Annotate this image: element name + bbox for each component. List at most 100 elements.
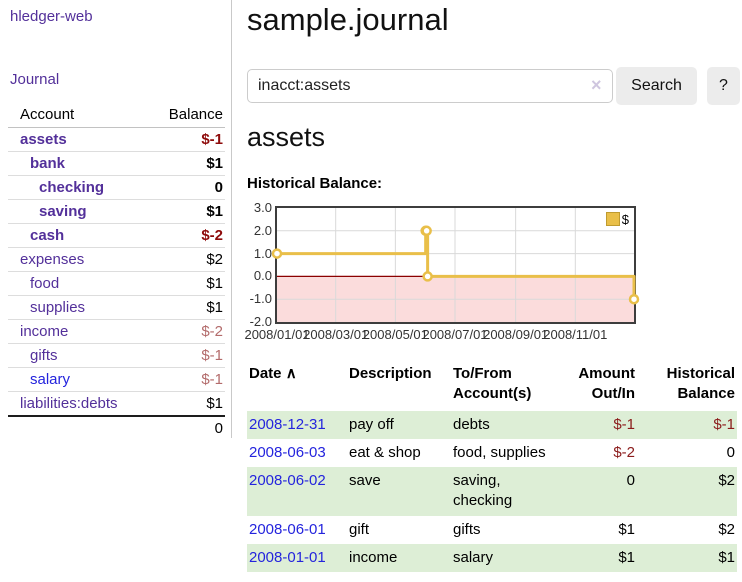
account-balance: $-2 [148,319,225,344]
transaction-date-link[interactable]: 2008-06-01 [249,520,326,538]
accounts-total-row: 0 [8,415,225,440]
transaction-accounts: gifts [453,520,481,538]
transaction-description: pay off [349,415,394,433]
account-row: expenses $2 [8,247,225,272]
sidebar-item-journal[interactable]: Journal [10,71,60,88]
transaction-balance: $1 [718,548,735,566]
legend-swatch [605,212,620,226]
account-balance: $1 [148,199,225,224]
transaction-date-link[interactable]: 2008-12-31 [249,415,326,433]
register-row: 2008-01-01 income salary $1 $1 [247,543,737,572]
account-balance: $-1 [148,367,225,392]
transaction-accounts: debts [453,415,490,433]
clear-search-icon[interactable]: × [591,75,602,95]
transaction-amount: 0 [626,472,635,489]
x-axis-tick-label: 2008/11/01 [543,327,608,342]
account-link-gifts[interactable]: gifts [30,347,58,364]
accounts-header-row: Account Balance [8,103,225,128]
account-row: checking 0 [8,175,225,200]
account-balance: $-2 [148,223,225,248]
register-row: 2008-06-02 save saving, checking 0 $2 [247,467,737,516]
account-balance: $1 [148,391,225,417]
transaction-accounts: saving, checking [453,472,513,510]
account-link-saving[interactable]: saving [39,203,87,220]
y-axis-tick-label: 1.0 [253,245,272,261]
y-axis-tick-label: 0.0 [253,268,272,284]
account-balance: $-1 [148,343,225,368]
account-heading: assets [247,122,326,152]
register-header-row: Date ∧ Description To/From Account(s) Am… [247,362,737,411]
account-row: supplies $1 [8,295,225,320]
account-link-bank[interactable]: bank [30,155,66,172]
transaction-amount: $1 [618,520,635,538]
account-row: food $1 [8,271,225,296]
transaction-date-link[interactable]: 2008-06-03 [249,443,326,461]
y-axis-tick-label: 3.0 [253,200,272,215]
account-row: income $-2 [8,319,225,344]
chart-legend: $ [605,212,629,227]
transaction-balance: 0 [726,443,735,461]
account-row: saving $1 [8,199,225,224]
account-link-income[interactable]: income [20,323,69,340]
account-row: liabilities:debts $1 [8,391,225,417]
y-axis-tick-label: 2.0 [253,222,272,238]
transaction-amount: $1 [618,548,635,566]
account-balance: 0 [148,175,225,200]
sort-asc-icon: ∧ [285,365,297,382]
x-axis-tick-label: 2008/05/01 [362,327,428,342]
account-link-cash[interactable]: cash [30,227,65,244]
transaction-date-link[interactable]: 2008-01-01 [249,548,326,566]
transaction-description: eat & shop [349,443,421,461]
account-row: cash $-2 [8,223,225,248]
x-axis-tick-label: 2008/03/01 [303,327,369,342]
transaction-description: save [349,472,381,489]
account-balance: $-1 [148,127,225,152]
account-balance: $1 [148,271,225,296]
account-link-assets[interactable]: assets [20,131,67,148]
transaction-date-link[interactable]: 2008-06-02 [249,472,326,489]
transaction-amount: $-2 [613,443,635,461]
account-row: bank $1 [8,151,225,176]
register-table: Date ∧ Description To/From Account(s) Am… [247,362,737,572]
account-link-liabilities-debts[interactable]: liabilities:debts [20,395,118,412]
x-axis-tick-label: 2008/01/01 [244,327,310,342]
transaction-balance: $2 [718,472,735,489]
account-balance: $1 [148,151,225,176]
account-link-food[interactable]: food [30,275,60,292]
account-row: gifts $-1 [8,343,225,368]
y-axis-tick-label: -1.0 [249,291,272,307]
register-header-amount: Amount Out/In [578,365,635,403]
account-balance: $2 [148,247,225,272]
legend-label: $ [621,212,629,227]
help-button[interactable]: ? [707,67,740,105]
account-link-salary[interactable]: salary [30,371,71,388]
search-input[interactable] [247,69,613,103]
transaction-description: gift [349,520,370,538]
transaction-description: income [349,548,398,566]
brand-link[interactable]: hledger-web [10,8,93,25]
account-link-expenses[interactable]: expenses [20,251,85,268]
register-header-date[interactable]: Date ∧ [249,365,297,382]
transaction-amount: $-1 [613,415,635,433]
register-row: 2008-06-01 gift gifts $1 $2 [247,516,737,544]
transaction-accounts: food, supplies [453,443,546,461]
accounts-table: Account Balance assets $-1 bank $1 check… [8,103,225,440]
transaction-balance: $-1 [713,415,735,433]
register-row: 2008-06-03 eat & shop food, supplies $-2… [247,439,737,467]
search-button[interactable]: Search [616,67,697,105]
page-title: sample.journal [247,2,449,37]
x-axis-tick-label: 2008/07/01 [422,327,488,342]
register-header-description: Description [349,365,432,382]
transaction-balance: $2 [718,520,735,538]
account-balance: $1 [148,295,225,320]
register-header-balance: Historical Balance [666,365,735,403]
account-row: assets $-1 [8,127,225,152]
register-header-accounts: To/From Account(s) [453,365,532,403]
accounts-header-balance: Balance [148,103,225,128]
historical-balance-chart: $ [271,206,640,324]
account-link-supplies[interactable]: supplies [30,299,86,316]
register-row: 2008-12-31 pay off debts $-1 $-1 [247,410,737,439]
account-link-checking[interactable]: checking [39,179,105,196]
x-axis-tick-label: 2008/09/01 [483,327,549,342]
account-row: salary $-1 [8,367,225,392]
